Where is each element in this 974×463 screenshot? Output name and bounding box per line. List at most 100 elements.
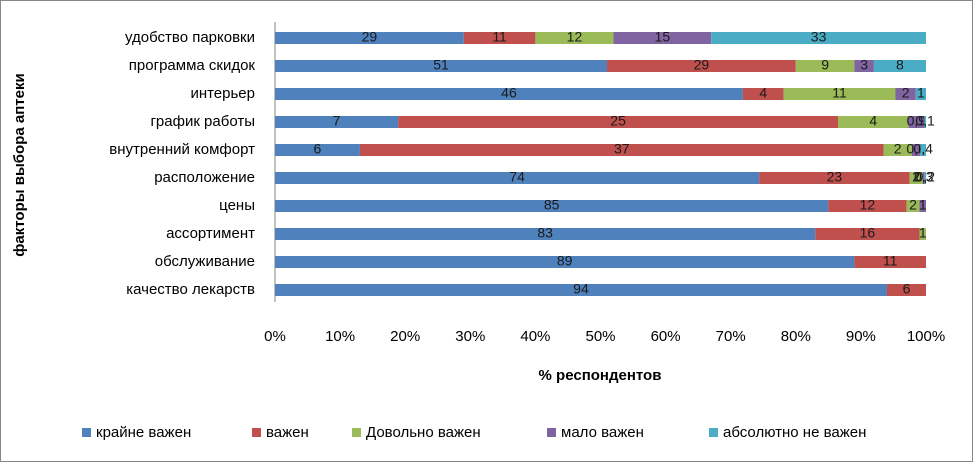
x-tick-label: 50% bbox=[585, 328, 615, 345]
legend-label: Довольно важен bbox=[366, 424, 481, 441]
data-label: 11 bbox=[492, 29, 507, 45]
bar-segment bbox=[275, 60, 608, 72]
bar-segment bbox=[275, 284, 887, 296]
data-label: 11 bbox=[832, 85, 847, 101]
data-label: 89 bbox=[557, 253, 573, 269]
data-label: 0,4 bbox=[913, 141, 933, 157]
bar-segment bbox=[398, 116, 839, 128]
bar-segment bbox=[924, 116, 926, 128]
bar-segment bbox=[535, 32, 614, 44]
data-label: 7 bbox=[333, 113, 341, 129]
x-tick-label: 70% bbox=[716, 328, 746, 345]
bar-segment bbox=[275, 144, 360, 156]
data-label: 0,9 bbox=[907, 113, 927, 129]
bar-segment bbox=[815, 228, 920, 240]
data-label: 16 bbox=[860, 225, 876, 241]
legend-label: мало важен bbox=[561, 424, 644, 441]
bar-segment bbox=[275, 172, 760, 184]
data-label: 1 bbox=[917, 85, 925, 101]
data-label: 8 bbox=[896, 57, 904, 73]
data-label: 3 bbox=[860, 57, 868, 73]
data-label: 2 bbox=[902, 85, 910, 101]
data-label: 94 bbox=[573, 281, 589, 297]
legend-marker bbox=[547, 428, 556, 437]
bar-segment bbox=[924, 172, 926, 184]
bar-segment bbox=[463, 32, 536, 44]
bar-segment bbox=[711, 32, 926, 44]
data-label: 2 bbox=[909, 197, 917, 213]
x-tick-label: 0% bbox=[264, 328, 286, 345]
legend-label: абсолютно не важен bbox=[723, 424, 866, 441]
x-tick-label: 80% bbox=[781, 328, 811, 345]
x-tick-label: 40% bbox=[520, 328, 550, 345]
legend-marker bbox=[252, 428, 261, 437]
data-label: 51 bbox=[433, 57, 449, 73]
data-label: 0,2 bbox=[916, 169, 936, 185]
data-label: 74 bbox=[509, 169, 525, 185]
x-tick-label: 20% bbox=[390, 328, 420, 345]
bar-segment bbox=[854, 60, 874, 72]
data-label: 12 bbox=[860, 197, 876, 213]
data-label: 1 bbox=[919, 197, 927, 213]
bar-segment bbox=[895, 88, 916, 100]
data-label: 33 bbox=[811, 29, 827, 45]
y-tick-label: программа скидок bbox=[129, 57, 256, 74]
bar-segment bbox=[742, 88, 784, 100]
y-tick-label: ассортимент bbox=[166, 225, 255, 242]
legend-marker bbox=[82, 428, 91, 437]
data-label: 4 bbox=[869, 113, 877, 129]
bar-segment bbox=[911, 144, 921, 156]
data-label: 23 bbox=[827, 169, 843, 185]
data-label: 11 bbox=[883, 253, 898, 269]
bar-segment bbox=[275, 256, 855, 268]
y-tick-label: обслуживание bbox=[155, 253, 255, 270]
data-label: 1 bbox=[919, 225, 927, 241]
bar-segment bbox=[275, 228, 816, 240]
bar-segment bbox=[783, 88, 896, 100]
bar-segment bbox=[886, 284, 926, 296]
bar-segment bbox=[873, 60, 926, 72]
legend-marker bbox=[352, 428, 361, 437]
legend-label: крайне важен bbox=[96, 424, 191, 441]
data-label: 0,3 bbox=[914, 169, 934, 185]
data-label: 37 bbox=[614, 141, 630, 157]
y-tick-label: график работы bbox=[150, 113, 255, 130]
data-label: 83 bbox=[537, 225, 553, 241]
x-tick-label: 60% bbox=[651, 328, 681, 345]
bar-segment bbox=[909, 172, 923, 184]
bar-segment bbox=[613, 32, 712, 44]
bar-segment bbox=[922, 172, 925, 184]
bar-segment bbox=[759, 172, 910, 184]
bar-segment bbox=[795, 60, 855, 72]
data-label: 46 bbox=[501, 85, 517, 101]
y-tick-label: цены bbox=[219, 197, 255, 214]
data-label: 85 bbox=[544, 197, 560, 213]
bar-segment bbox=[359, 144, 884, 156]
bar-segment bbox=[828, 200, 907, 212]
y-tick-label: расположение bbox=[154, 169, 255, 186]
x-tick-label: 10% bbox=[325, 328, 355, 345]
bar-segment bbox=[275, 88, 743, 100]
bar-segment bbox=[607, 60, 796, 72]
data-label: 2 bbox=[912, 169, 920, 185]
bar-segment bbox=[915, 88, 926, 100]
data-label: 0,1 bbox=[915, 113, 935, 129]
x-tick-label: 100% bbox=[907, 328, 945, 345]
y-tick-label: удобство парковки bbox=[125, 29, 255, 46]
legend-label: важен bbox=[266, 424, 309, 441]
data-label: 15 bbox=[655, 29, 671, 45]
data-label: 2 bbox=[894, 141, 902, 157]
y-axis-title: факторы выбора аптеки bbox=[11, 73, 28, 256]
y-tick-label: качество лекарств bbox=[126, 281, 255, 298]
bar-segment bbox=[883, 144, 912, 156]
data-label: 6 bbox=[314, 141, 322, 157]
bar-segment bbox=[275, 200, 829, 212]
data-label: 9 bbox=[821, 57, 829, 73]
y-tick-label: внутренний комфорт bbox=[109, 141, 255, 158]
data-label: 12 bbox=[567, 29, 583, 45]
data-label: 4 bbox=[759, 85, 767, 101]
legend-marker bbox=[709, 428, 718, 437]
data-label: 29 bbox=[694, 57, 710, 73]
